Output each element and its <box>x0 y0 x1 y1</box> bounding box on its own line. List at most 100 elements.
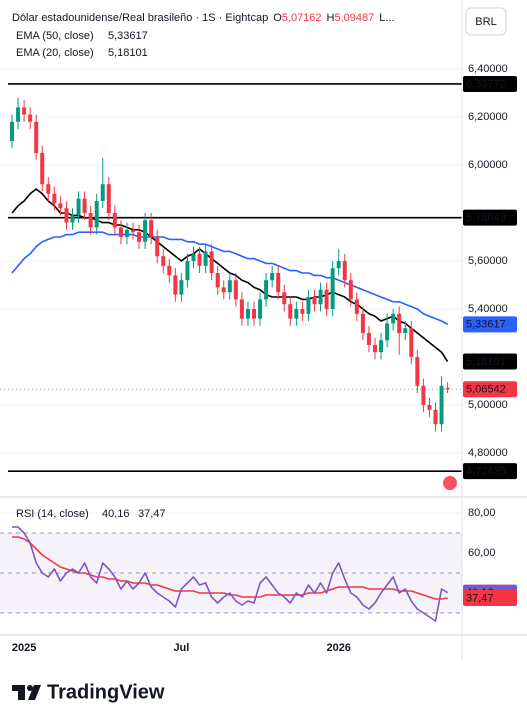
candle-body <box>252 309 256 319</box>
candle-body <box>379 340 384 353</box>
candle-body <box>439 385 444 425</box>
candle-body <box>94 201 99 228</box>
candle-body <box>294 309 299 319</box>
level-label: 6,33772 <box>466 78 506 90</box>
candle-body <box>34 121 39 153</box>
ema-line <box>11 231 448 326</box>
candle-body <box>185 261 190 281</box>
candle-body <box>40 153 45 185</box>
candle-body <box>100 184 105 201</box>
x-tick-label: Jul <box>173 642 189 654</box>
event-icon[interactable] <box>443 476 457 490</box>
candle-body <box>131 229 135 233</box>
candle-body <box>312 297 317 305</box>
rsi-legend-name: RSI (14, close) <box>16 508 89 520</box>
rsi-tick-label: 60,00 <box>468 547 496 559</box>
candle-body <box>137 232 142 242</box>
rsi-ma-line <box>12 536 448 600</box>
candle-body <box>342 261 347 281</box>
last-price-label: 5,06542 <box>466 384 506 396</box>
last-price-box <box>463 381 517 398</box>
candle-body <box>318 289 323 305</box>
candle-body <box>270 273 275 281</box>
header-value: 5,07162 <box>282 12 322 24</box>
x-tick-label: 2026 <box>326 642 350 654</box>
candle-body <box>52 193 57 204</box>
rsi-legend-ma: 37,47 <box>138 508 166 520</box>
candle-body <box>233 280 238 300</box>
rsi-tick-label: 80,00 <box>468 507 496 519</box>
logo-part <box>28 685 41 700</box>
candle-body <box>373 345 377 353</box>
candle-body <box>64 208 69 223</box>
candle-body <box>76 198 81 216</box>
candle-body <box>306 297 311 314</box>
candle-body <box>300 309 305 314</box>
logo-part <box>18 685 25 700</box>
candle-body <box>70 215 75 223</box>
candle-body <box>118 227 123 237</box>
candle-body <box>155 237 160 257</box>
axis: 6,40000 6,20000 6,00000 5,60000 5,40000 5,000… <box>12 63 517 654</box>
ema-box <box>463 316 517 333</box>
candle-body <box>354 299 359 314</box>
header-key: O <box>273 12 282 24</box>
candle-body <box>264 280 269 300</box>
candle-body <box>173 275 178 295</box>
candle-body <box>276 273 281 293</box>
candle-body <box>245 309 250 319</box>
candle-body <box>197 253 202 266</box>
level-label: 4,72435 <box>466 466 506 478</box>
legend-value: 5,33617 <box>108 30 148 42</box>
header-value: 5,09487 <box>335 12 375 24</box>
candle-body <box>403 328 408 333</box>
header-key: H <box>327 12 335 24</box>
legend-name: EMA (20, close) <box>16 47 94 59</box>
candle-body <box>366 333 371 345</box>
y-tick-label: 5,60000 <box>468 255 508 267</box>
candle-body <box>112 213 117 228</box>
brand: TradingView <box>47 681 165 703</box>
grid <box>0 68 462 614</box>
legend-value: 5,18101 <box>108 47 148 59</box>
candle-body <box>239 299 244 319</box>
candle-body <box>427 405 432 410</box>
logo-part <box>27 685 33 691</box>
candle-body <box>227 280 232 293</box>
candle-body <box>58 203 63 209</box>
candle-body <box>385 323 390 341</box>
ema-label: 5,18101 <box>466 356 506 368</box>
candle-body <box>191 253 196 261</box>
candle-body <box>203 251 208 266</box>
candle-body <box>143 220 148 242</box>
header-key: L... <box>379 12 394 24</box>
level-label: 5,78049 <box>466 212 506 224</box>
level-box <box>463 75 517 92</box>
candle-body <box>28 114 33 122</box>
level-box <box>463 463 517 480</box>
candle-body <box>167 265 172 276</box>
candle-body <box>221 287 226 293</box>
candle-body <box>258 299 263 319</box>
currency-label[interactable]: BRL <box>475 16 496 28</box>
candle-body <box>421 385 426 405</box>
candle-body <box>16 107 21 122</box>
candle-body <box>124 229 129 237</box>
y-tick-label: 6,20000 <box>468 111 508 123</box>
candle-body <box>360 313 365 333</box>
candle-body <box>397 313 402 333</box>
ema-box <box>463 353 517 370</box>
candle-body <box>445 387 450 390</box>
candle-body <box>161 256 166 266</box>
candle-body <box>215 273 220 288</box>
candle-body <box>10 121 14 141</box>
candle-body <box>288 304 293 319</box>
ema-label: 5,33617 <box>466 319 506 331</box>
rsi-ma-value-label: 37,47 <box>466 592 494 604</box>
y-tick-label: 6,00000 <box>468 159 508 171</box>
currency-button[interactable] <box>465 7 507 36</box>
candle-body <box>330 268 335 309</box>
rsi-legend-value: 40,16 <box>102 508 130 520</box>
y-tick-label: 5,00000 <box>468 399 508 411</box>
